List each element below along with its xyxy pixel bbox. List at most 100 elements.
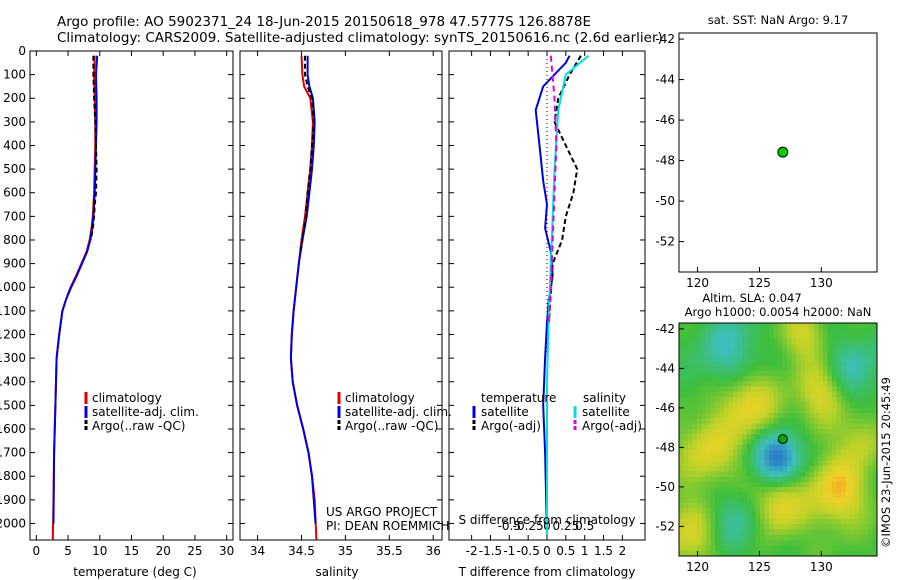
sla-cell xyxy=(809,349,815,356)
sla-cell xyxy=(800,518,806,525)
sla-cell xyxy=(791,413,797,419)
sla-cell xyxy=(791,328,797,334)
sla-cell xyxy=(760,487,765,493)
sla-cell xyxy=(845,407,851,414)
sla-cell xyxy=(692,487,698,493)
sla-cell xyxy=(778,460,783,467)
sla-cell xyxy=(800,418,806,424)
sla-cell xyxy=(818,508,824,514)
sla-cell xyxy=(872,545,878,552)
sla-cell xyxy=(683,529,689,536)
sla-cell xyxy=(688,471,693,477)
sla-cell xyxy=(787,423,792,430)
sla-cell xyxy=(778,375,783,382)
sla-cell xyxy=(805,344,810,350)
sla-cell xyxy=(751,402,756,409)
sla-cell xyxy=(751,333,756,340)
sla-cell xyxy=(859,386,864,393)
sla-cell xyxy=(782,487,788,493)
sla-cell xyxy=(791,391,797,398)
sla-cell xyxy=(733,370,738,377)
sla-cell xyxy=(818,476,824,483)
sla-cell xyxy=(787,471,792,477)
sla-cell xyxy=(692,413,698,419)
sla-cell xyxy=(800,471,806,477)
sla-cell xyxy=(683,481,689,488)
sla-cell xyxy=(778,513,783,520)
sla-cell xyxy=(769,413,774,419)
sla-cell xyxy=(755,349,761,356)
sla-cell xyxy=(710,349,716,356)
sla-cell xyxy=(751,518,756,525)
sla-cell xyxy=(701,465,707,472)
sla-cell xyxy=(710,460,716,467)
sla-cell xyxy=(764,476,770,483)
sla-cell xyxy=(719,492,725,499)
map-frame xyxy=(678,322,878,557)
sla-cell xyxy=(701,545,707,552)
x-tick-label: 1 xyxy=(581,544,589,558)
sla-cell xyxy=(683,497,689,504)
sla-cell xyxy=(719,450,725,456)
sla-cell xyxy=(701,397,707,403)
x-tick-label: 20 xyxy=(156,544,171,558)
sla-cell xyxy=(688,439,693,446)
sla-cell xyxy=(710,518,716,525)
sla-cell xyxy=(751,370,756,377)
sla-cell xyxy=(706,455,711,461)
sla-cell xyxy=(742,513,747,520)
sla-cell xyxy=(796,365,801,371)
sla-cell xyxy=(755,471,761,477)
sla-cell xyxy=(733,418,738,424)
sla-cell xyxy=(868,545,873,552)
sla-cell xyxy=(868,524,873,530)
sla-cell xyxy=(787,460,792,467)
sla-cell xyxy=(863,524,869,530)
sla-cell xyxy=(805,471,810,477)
sla-cell xyxy=(706,360,711,366)
sla-cell xyxy=(715,481,720,488)
sla-cell xyxy=(769,540,774,546)
sla-cell xyxy=(809,550,815,557)
sla-cell xyxy=(818,402,824,409)
sla-cell xyxy=(746,434,752,440)
sla-cell xyxy=(746,540,752,546)
sla-cell xyxy=(773,508,779,514)
sla-cell xyxy=(782,492,788,499)
sla-cell xyxy=(778,534,783,541)
sla-cell xyxy=(872,434,878,440)
sla-cell xyxy=(697,550,702,557)
sla-cell xyxy=(728,439,734,446)
sla-cell xyxy=(742,444,747,451)
sla-cell xyxy=(697,471,702,477)
sla-cell xyxy=(854,365,860,371)
sla-cell xyxy=(796,439,801,446)
sla-cell xyxy=(787,360,792,366)
sla-cell xyxy=(769,455,774,461)
sla-cell xyxy=(715,450,720,456)
sla-cell xyxy=(805,381,810,387)
sla-cell xyxy=(746,323,752,329)
sla-cell xyxy=(746,381,752,387)
float-position-marker xyxy=(777,146,789,158)
sla-cell xyxy=(746,328,752,334)
sla-cell xyxy=(688,428,693,435)
sla-cell xyxy=(778,381,783,387)
sla-cell xyxy=(710,381,716,387)
sla-cell xyxy=(863,439,869,446)
sla-cell xyxy=(841,439,846,446)
sla-cell xyxy=(760,402,765,409)
sla-cell xyxy=(706,545,711,552)
sla-cell xyxy=(823,354,828,361)
sla-cell xyxy=(728,503,734,509)
sla-cell xyxy=(746,418,752,424)
sla-cell xyxy=(841,413,846,419)
sla-cell xyxy=(863,550,869,557)
sla-cell xyxy=(791,354,797,361)
sla-cell xyxy=(683,460,689,467)
sla-cell xyxy=(701,407,707,414)
sla-cell xyxy=(872,460,878,467)
sla-cell xyxy=(823,529,828,536)
sla-cell xyxy=(859,545,864,552)
sla-cell xyxy=(728,508,734,514)
